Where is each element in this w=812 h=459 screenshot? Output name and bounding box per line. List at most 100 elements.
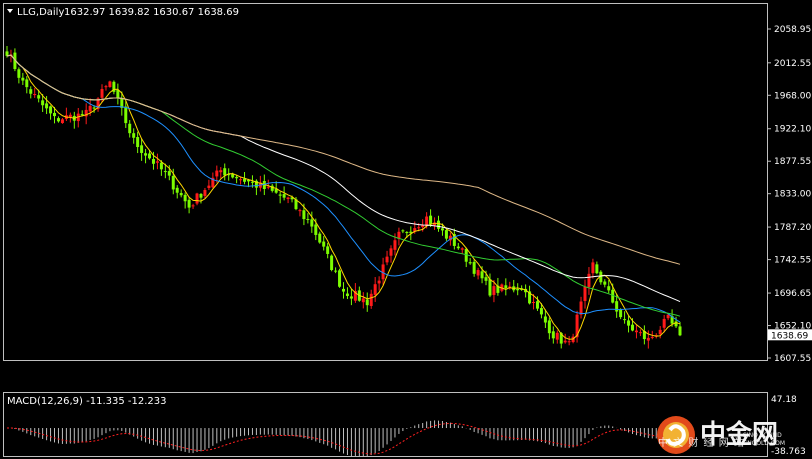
candle-body (318, 233, 322, 243)
candle-body (575, 314, 579, 338)
candle-body (579, 301, 583, 315)
candle-body (555, 332, 559, 340)
candle-body (112, 81, 116, 92)
price-tick-label: 1877.55 (774, 157, 811, 167)
candle-body (21, 77, 25, 81)
candle-body (409, 231, 413, 234)
candle-body (25, 79, 29, 88)
candle-body (587, 273, 591, 287)
candle-body (488, 279, 492, 296)
candle-body (433, 222, 437, 226)
candle-body (88, 105, 92, 112)
candle-body (282, 194, 286, 198)
current-price-tag: 1638.69 (768, 329, 812, 341)
candle-body (539, 308, 543, 315)
candle-body (662, 318, 666, 328)
candle-body (254, 180, 258, 188)
main-panel-frame (3, 3, 768, 361)
candle-body (448, 235, 452, 241)
candle-body (377, 280, 381, 284)
candle-body (314, 224, 318, 235)
candle-body (476, 270, 480, 276)
macd-signal-line (7, 422, 681, 455)
price-tick-label: 1787.20 (774, 223, 811, 233)
candle-body (444, 230, 448, 239)
candle-body (583, 286, 587, 301)
candle-body (183, 194, 187, 202)
macd-tick-bottom: -38.763 (771, 447, 806, 457)
candle-body (674, 321, 678, 327)
candle-body (365, 299, 369, 306)
candle-body (440, 228, 444, 231)
candle-body (298, 210, 302, 212)
price-tick-label: 2058.95 (774, 25, 811, 35)
candle-body (96, 98, 100, 110)
candle-body (326, 246, 330, 254)
candle-body (140, 145, 144, 153)
candle-body (294, 199, 298, 210)
candle-body (310, 219, 314, 227)
candle-body (179, 193, 183, 196)
candle-body (223, 168, 227, 176)
candle-body (211, 177, 215, 188)
candle-body (417, 227, 421, 229)
candle-body (353, 291, 357, 301)
candle-body (615, 301, 619, 312)
candle-body (338, 270, 342, 287)
candle-body (516, 288, 520, 291)
candle-body (53, 112, 57, 117)
candle-body (373, 284, 377, 295)
candle-body (393, 240, 397, 250)
candle-body (187, 199, 191, 208)
candle-body (607, 286, 611, 291)
ohlc-values: 1632.97 1639.82 1630.67 1638.69 (64, 7, 239, 18)
candle-body (108, 81, 112, 88)
candle-body (524, 288, 528, 293)
candle-body (634, 330, 638, 333)
candle-body (290, 197, 294, 200)
moving-average-20 (6, 54, 681, 323)
candle-body (199, 193, 203, 198)
main-plot (5, 45, 682, 349)
candle-body (369, 293, 373, 306)
candle-body (472, 261, 476, 274)
candle-body (116, 89, 120, 99)
candle-body (191, 205, 195, 207)
candle-body (532, 301, 536, 303)
candle-body (33, 93, 37, 96)
candle-body (163, 171, 167, 173)
candle-body (219, 170, 223, 173)
price-tick-label: 1968.00 (774, 91, 811, 101)
candle-body (429, 215, 433, 225)
candle-body (175, 187, 179, 193)
candle-body (49, 106, 53, 114)
candle-body (195, 193, 199, 204)
candle-body (421, 225, 425, 228)
candle-body (611, 289, 615, 303)
candle-body (84, 109, 88, 117)
dropdown-triangle-icon[interactable] (7, 9, 13, 13)
candle-body (227, 174, 231, 176)
candle-body (243, 178, 247, 182)
candle-body (650, 336, 654, 338)
candle-body (120, 98, 124, 108)
moving-average-60 (6, 54, 681, 303)
candle-body (330, 255, 334, 270)
candle-body (646, 337, 650, 341)
price-tick-label: 1742.55 (774, 256, 811, 266)
candle-body (41, 100, 45, 106)
candle-body (496, 285, 500, 293)
candle-body (559, 333, 563, 344)
candle-body (266, 186, 270, 188)
candle-body (567, 341, 571, 343)
candle-body (136, 137, 140, 148)
candle-body (666, 314, 670, 319)
candle-body (492, 286, 496, 295)
candle-body (425, 216, 429, 226)
candle-body (231, 174, 235, 178)
candle-body (92, 107, 96, 109)
candle-body (456, 246, 460, 249)
candle-body (638, 332, 642, 334)
candle-body (5, 51, 9, 56)
